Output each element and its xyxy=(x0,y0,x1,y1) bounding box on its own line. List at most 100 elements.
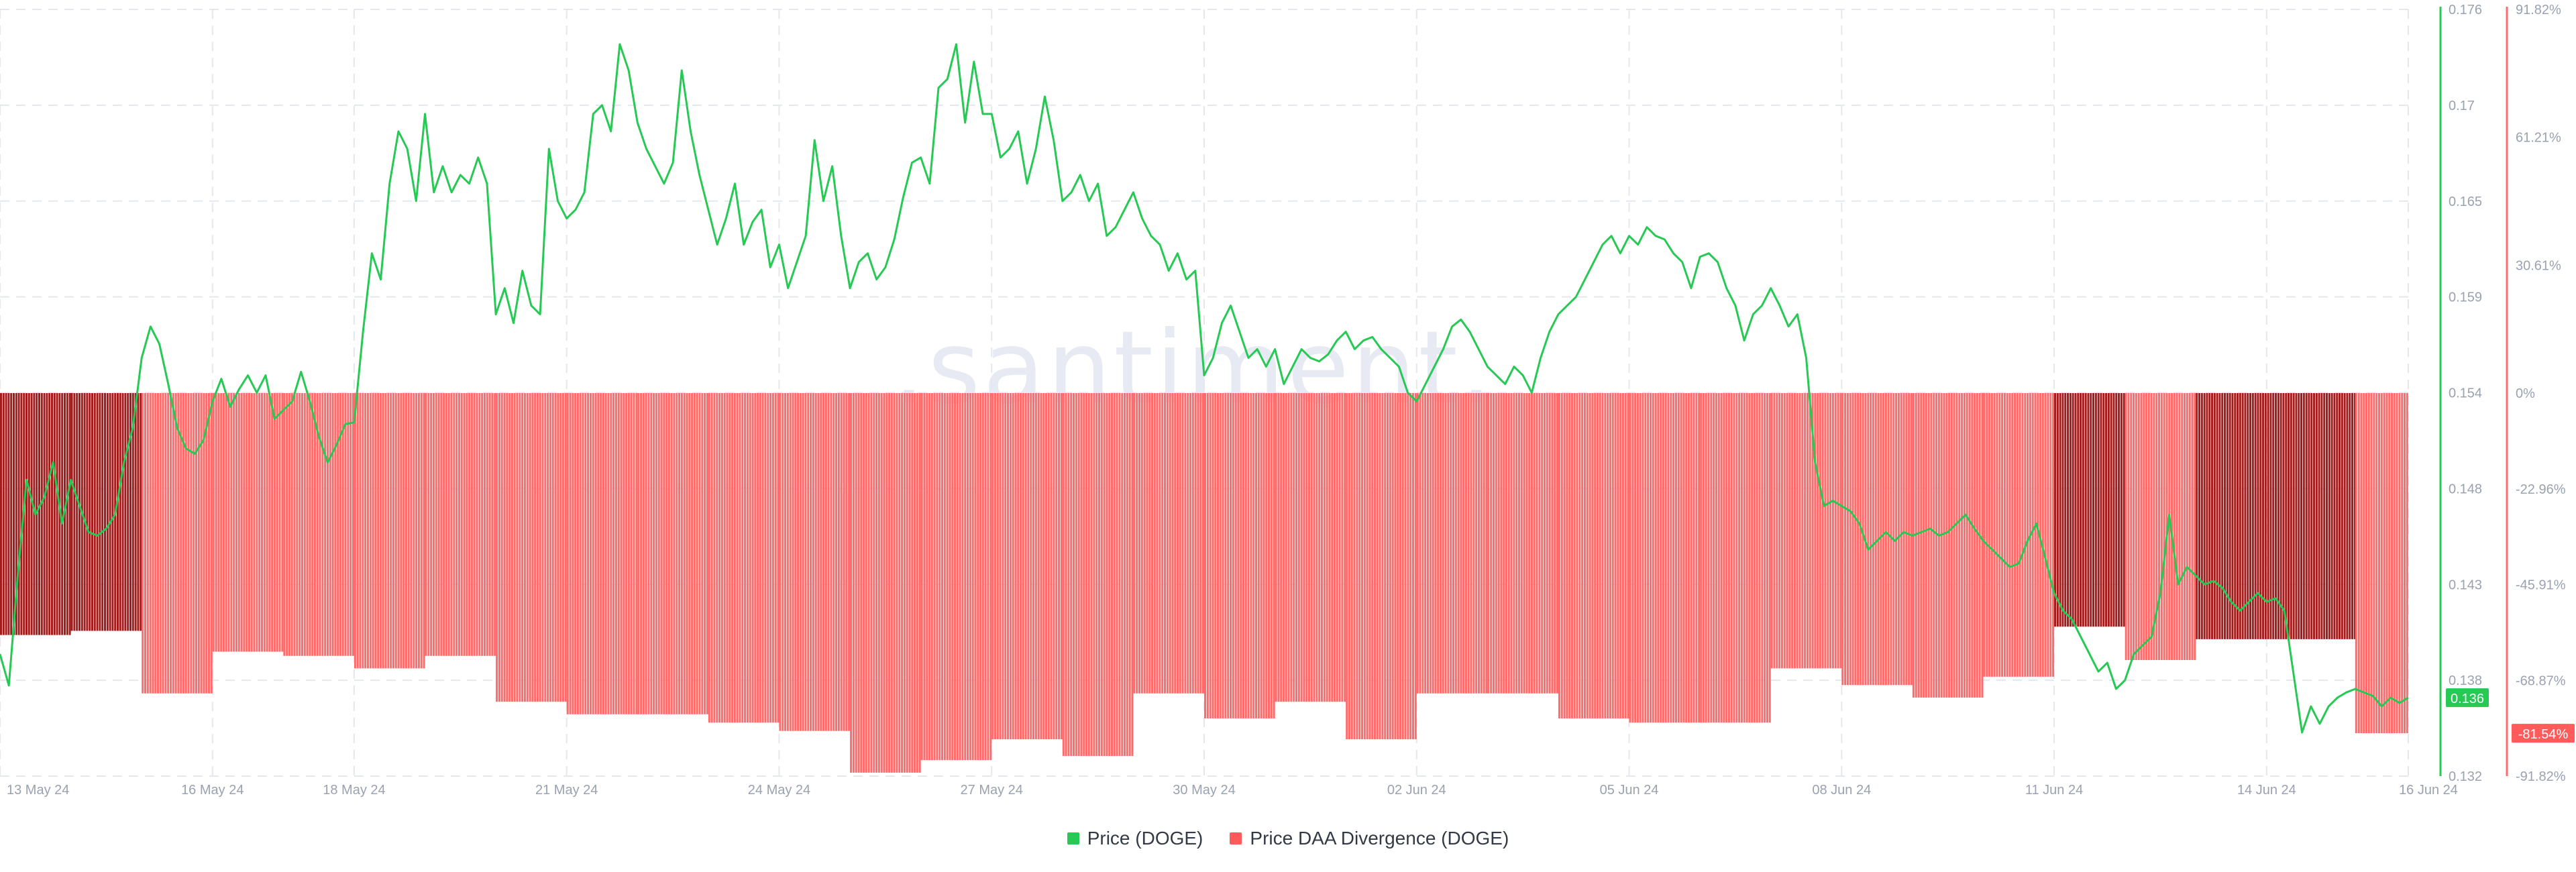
divergence-bar xyxy=(1788,393,1791,669)
divergence-bar xyxy=(1837,393,1839,669)
divergence-bar xyxy=(2315,393,2318,639)
divergence-bar xyxy=(663,393,665,714)
divergence-bar xyxy=(604,393,607,714)
divergence-bar xyxy=(1277,393,1280,702)
divergence-bar xyxy=(792,393,794,731)
divergence-bar xyxy=(1968,393,1971,698)
divergence-bar xyxy=(1786,393,1788,669)
divergence-bar xyxy=(1444,393,1447,694)
divergence-bar xyxy=(337,393,339,656)
divergence-bar xyxy=(1715,393,1717,723)
divergence-bar xyxy=(1764,393,1766,723)
divergence-bar xyxy=(777,393,780,723)
divergence-bar xyxy=(1998,393,2001,677)
divergence-bar xyxy=(1844,393,1847,686)
divergence-bar xyxy=(916,393,918,773)
divergence-bar xyxy=(2147,393,2150,660)
divergence-bar xyxy=(1634,393,1637,723)
divergence-bar xyxy=(2292,393,2295,639)
divergence-axis-ticks: 91.82% 61.21% 30.61% 0% -22.96% -45.91% -68.87… xyxy=(2516,3,2566,784)
divergence-bar xyxy=(2224,393,2226,639)
divergence-bar xyxy=(140,393,142,631)
divergence-bar xyxy=(749,393,751,723)
divergence-bar xyxy=(2279,393,2282,639)
divergence-bar xyxy=(1733,393,1735,723)
divergence-bar xyxy=(863,393,865,773)
legend-swatch-price xyxy=(1067,832,1079,844)
divergence-bar xyxy=(1940,393,1943,698)
divergence-bar xyxy=(1963,393,1966,698)
divergence-bar xyxy=(914,393,916,773)
divergence-bar xyxy=(667,393,670,714)
divergence-bar xyxy=(253,393,256,652)
divergence-bar xyxy=(1573,393,1576,719)
divergence-bar xyxy=(2077,393,2080,627)
divergence-bar xyxy=(1831,393,1834,669)
divergence-bar xyxy=(579,393,582,714)
divergence-bar xyxy=(51,393,53,635)
divergence-bar xyxy=(1356,393,1358,740)
divergence-bar xyxy=(1153,393,1156,694)
divergence-bar xyxy=(116,393,119,631)
divergence-bar xyxy=(1487,393,1490,694)
price-tick-label: 0.138 xyxy=(2449,673,2482,688)
divergence-bar xyxy=(848,393,851,731)
divergence-bar xyxy=(799,393,802,731)
divergence-bar xyxy=(2105,393,2108,627)
divergence-bar xyxy=(2380,393,2383,734)
legend-swatch-divergence xyxy=(1230,832,1242,844)
divergence-bar xyxy=(458,393,460,656)
divergence-bar xyxy=(814,393,817,731)
divergence-bar xyxy=(481,393,484,656)
divergence-bar xyxy=(640,393,643,714)
divergence-bar xyxy=(1647,393,1650,723)
divergence-bar xyxy=(1857,393,1860,686)
divergence-bar xyxy=(1268,393,1270,719)
divergence-bar xyxy=(665,393,668,714)
divergence-bar xyxy=(488,393,491,656)
divergence-bar xyxy=(13,393,15,635)
divergence-bar xyxy=(299,393,301,656)
divergence-bar xyxy=(2056,393,2059,627)
divergence-bar xyxy=(857,393,860,773)
divergence-bar xyxy=(551,393,554,702)
divergence-bar xyxy=(276,393,278,652)
divergence-bar xyxy=(2330,393,2333,639)
divergence-bar xyxy=(2014,393,2017,677)
divergence-bar xyxy=(1713,393,1715,723)
divergence-bar xyxy=(2396,393,2398,734)
divergence-bar xyxy=(994,393,997,740)
legend-item-divergence[interactable]: Price DAA Divergence (DOGE) xyxy=(1230,828,1509,849)
divergence-bar xyxy=(1917,393,1920,698)
price-axis-ticks: 0.176 0.17 0.165 0.159 0.154 0.148 0.143 0.138 0… xyxy=(2449,3,2482,784)
legend-item-price[interactable]: Price (DOGE) xyxy=(1067,828,1203,849)
divergence-bar xyxy=(1275,393,1277,702)
divergence-bar xyxy=(999,393,1002,740)
divergence-bar xyxy=(744,393,747,723)
divergence-bar xyxy=(617,393,620,714)
divergence-bar xyxy=(496,393,498,702)
divergence-bar xyxy=(1230,393,1232,719)
divergence-bar xyxy=(1034,393,1037,740)
divergence-bar xyxy=(2269,393,2272,639)
divergence-bar xyxy=(256,393,258,652)
x-tick-label: 14 Jun 24 xyxy=(2237,783,2296,798)
x-tick-label: 18 May 24 xyxy=(323,783,385,798)
divergence-bar xyxy=(106,393,109,631)
divergence-bar xyxy=(2115,393,2118,627)
divergence-bar xyxy=(1834,393,1837,669)
divergence-bar xyxy=(7,393,10,635)
divergence-bar xyxy=(2112,393,2115,627)
divergence-bar xyxy=(1910,393,1913,686)
divergence-bar xyxy=(455,393,458,656)
divergence-bar xyxy=(1050,393,1053,740)
divergence-bar xyxy=(2158,393,2161,660)
divergence-bar xyxy=(1528,393,1531,694)
divergence-bar xyxy=(1353,393,1356,740)
divergence-bar xyxy=(1971,393,1974,698)
divergence-bar xyxy=(1320,393,1323,702)
divergence-bar xyxy=(967,393,969,761)
divergence-bar xyxy=(1475,393,1478,694)
divergence-bar xyxy=(288,393,290,656)
